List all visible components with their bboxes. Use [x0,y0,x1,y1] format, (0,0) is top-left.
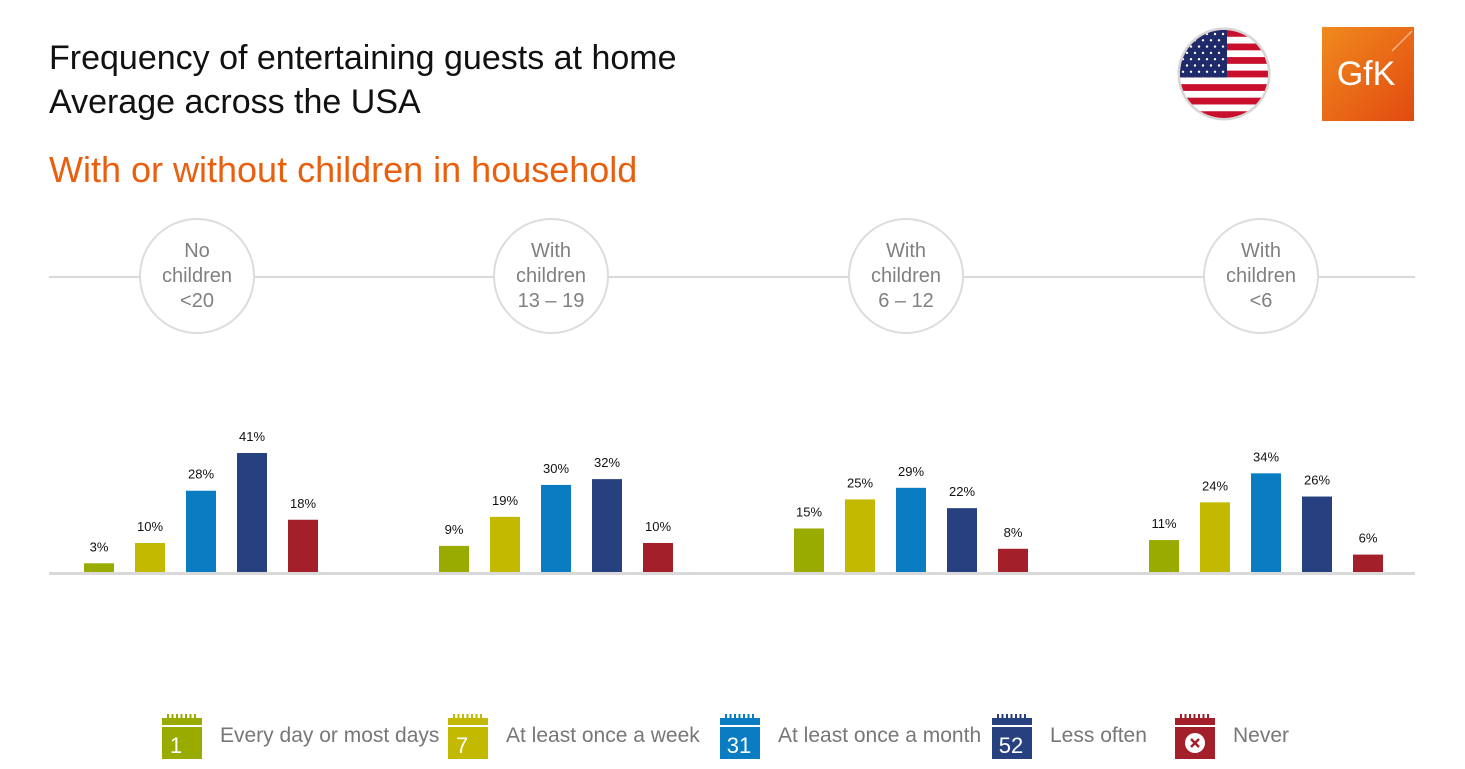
data-label: 6% [1359,531,1378,546]
bar [84,563,114,572]
title-line-2: Average across the USA [49,83,421,121]
data-label: 24% [1202,478,1228,493]
category-label-line: children [162,265,232,287]
category-label: With children 6 – 12 [848,218,964,334]
bar [947,508,977,572]
bar [998,548,1028,572]
bar [1200,502,1230,572]
category-label-line: 13 – 19 [518,290,585,312]
bar [1149,540,1179,572]
bar [1251,473,1281,572]
gfk-logo: GfK [1322,27,1414,121]
category-label: With children <6 [1203,218,1319,334]
chart-subtitle: With or without children in household [49,149,638,190]
bar [490,516,520,572]
data-label: 8% [1004,525,1023,540]
bar [237,453,267,572]
data-label: 29% [898,464,924,479]
bar [439,545,469,572]
page-title: Frequency of entertaining guests at home… [49,36,677,124]
legend-item-never: Never [1175,711,1289,761]
bar [592,479,622,572]
data-label: 18% [290,496,316,511]
data-label: 10% [137,519,163,534]
data-label: 25% [847,475,873,490]
usa-flag-icon [1177,27,1271,121]
legend-label: At least once a week [506,724,700,747]
legend-label: Less often [1050,724,1147,747]
svg-text:31: 31 [727,733,751,758]
title-line-1: Frequency of entertaining guests at home [49,39,677,77]
data-label: 11% [1151,516,1176,531]
data-label: 10% [645,519,671,534]
category-label-line: No [184,240,210,262]
data-label: 22% [949,484,975,499]
data-label: 41% [239,429,265,444]
category-label: With children 13 – 19 [493,218,609,334]
bar [186,490,216,572]
bar [643,542,673,572]
legend-label: Every day or most days [220,724,440,747]
category-label-line: With [886,240,926,262]
data-label: 34% [1253,449,1279,464]
data-label: 32% [594,455,620,470]
legend-item-weekly: 7 At least once a week [448,711,700,761]
bar [288,519,318,572]
category-label: No children <20 [139,218,255,334]
data-label: 30% [543,461,569,476]
category-label-line: <6 [1250,290,1273,312]
svg-text:1: 1 [170,733,182,758]
category-label-line: <20 [180,290,214,312]
category-label-line: With [1241,240,1281,262]
category-label-line: children [516,265,586,287]
calendar-never-icon [1175,714,1215,759]
bar [896,487,926,572]
logo-text: GfK [1337,55,1396,93]
legend-label: At least once a month [778,724,982,747]
bar [794,528,824,572]
data-label: 26% [1304,473,1330,488]
category-label-line: children [871,265,941,287]
bar [541,484,571,572]
legend-item-monthly: 31 At least once a month [720,711,981,761]
chart-legend: 1 Every day or most days 7 At least once… [0,711,1465,761]
category-label-line: children [1226,265,1296,287]
bar [135,542,165,572]
legend-item-less-often: 52 Less often [992,711,1147,761]
bar [1302,496,1332,572]
category-label-line: 6 – 12 [878,290,934,312]
svg-text:7: 7 [456,733,468,758]
data-label: 19% [492,493,518,508]
calendar-7-icon: 7 [448,714,488,759]
data-label: 3% [90,539,109,554]
calendar-52-icon: 52 [992,714,1032,759]
data-label: 9% [445,522,464,537]
legend-label: Never [1233,724,1290,747]
svg-text:52: 52 [999,733,1023,758]
calendar-1-icon: 1 [162,714,202,759]
data-label: 28% [188,467,214,482]
bar [845,499,875,572]
legend-item-every-day: 1 Every day or most days [162,711,439,761]
category-label-line: With [531,240,571,262]
calendar-31-icon: 31 [720,714,760,759]
bar [1353,554,1383,572]
data-label: 15% [796,504,822,519]
bar-chart: No children <20 With children 13 – 19 With chil… [49,218,1415,575]
